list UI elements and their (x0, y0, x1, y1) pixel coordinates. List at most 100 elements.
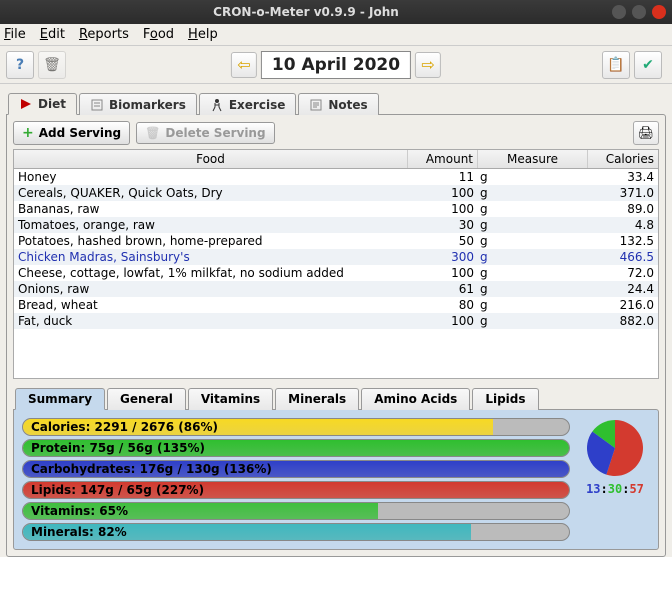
cell-measure: g (478, 201, 588, 217)
subtab-minerals[interactable]: Minerals (275, 388, 359, 410)
summary-tabs: SummaryGeneralVitaminsMineralsAmino Acid… (15, 387, 659, 409)
summary-bar: Calories: 2291 / 2676 (86%) (22, 418, 570, 436)
cell-calories: 4.8 (588, 217, 658, 233)
prev-day-button[interactable]: ⇦ (231, 52, 257, 78)
summary-sidebar: 13:30:57 (580, 418, 650, 541)
action-bar: + Add Serving 🗑 Delete Serving 🖨 (13, 121, 659, 145)
menu-reports[interactable]: Reports (79, 27, 129, 42)
cell-measure: g (478, 233, 588, 249)
help-button[interactable]: ? (6, 51, 34, 79)
subtab-vitamins[interactable]: Vitamins (188, 388, 273, 410)
table-row[interactable]: Cereals, QUAKER, Quick Oats, Dry100g371.… (14, 185, 658, 201)
cell-measure: g (478, 217, 588, 233)
cell-calories: 216.0 (588, 297, 658, 313)
th-measure[interactable]: Measure (478, 150, 588, 168)
summary-bar: Vitamins: 65% (22, 502, 570, 520)
diet-icon (19, 97, 33, 111)
subtab-general[interactable]: General (107, 388, 186, 410)
cell-food: Chicken Madras, Sainsbury's (14, 249, 408, 265)
subtab-summary[interactable]: Summary (15, 388, 105, 410)
th-food[interactable]: Food (14, 150, 408, 168)
tab-biomarkers[interactable]: Biomarkers (79, 93, 197, 115)
bar-label: Protein: 75g / 56g (135%) (31, 441, 205, 455)
cell-food: Bread, wheat (14, 297, 408, 313)
tab-label: Notes (328, 98, 367, 112)
cell-calories: 89.0 (588, 201, 658, 217)
macro-pie-icon (585, 418, 645, 478)
menubar: File Edit Reports Food Help (0, 24, 672, 46)
table-row[interactable]: Tomatoes, orange, raw30g4.8 (14, 217, 658, 233)
table-row[interactable]: Bananas, raw100g89.0 (14, 201, 658, 217)
notes-icon (309, 98, 323, 112)
cell-amount: 11 (408, 169, 478, 185)
table-row[interactable]: Potatoes, hashed brown, home-prepared50g… (14, 233, 658, 249)
cell-food: Cheese, cottage, lowfat, 1% milkfat, no … (14, 265, 408, 281)
th-calories[interactable]: Calories (588, 150, 658, 168)
delete-icon: 🗑 (145, 126, 160, 140)
menu-file[interactable]: File (4, 27, 26, 42)
tab-exercise[interactable]: Exercise (199, 93, 297, 115)
table-header: Food Amount Measure Calories (14, 150, 658, 169)
exercise-icon (210, 98, 224, 112)
bar-label: Minerals: 82% (31, 525, 127, 539)
trash-icon: 🗑 (43, 57, 61, 73)
cell-food: Cereals, QUAKER, Quick Oats, Dry (14, 185, 408, 201)
cell-calories: 24.4 (588, 281, 658, 297)
cell-measure: g (478, 169, 588, 185)
cell-calories: 466.5 (588, 249, 658, 265)
biomarkers-icon (90, 98, 104, 112)
menu-food[interactable]: Food (143, 27, 174, 42)
cell-food: Honey (14, 169, 408, 185)
date-display[interactable]: 10 April 2020 (261, 51, 411, 79)
cell-calories: 371.0 (588, 185, 658, 201)
trash-button[interactable]: 🗑 (38, 51, 66, 79)
bar-label: Vitamins: 65% (31, 504, 128, 518)
subtab-amino-acids[interactable]: Amino Acids (361, 388, 470, 410)
cell-amount: 100 (408, 185, 478, 201)
next-day-button[interactable]: ⇨ (415, 52, 441, 78)
cell-amount: 100 (408, 265, 478, 281)
table-row[interactable]: Fat, duck100g882.0 (14, 313, 658, 329)
cell-food: Onions, raw (14, 281, 408, 297)
check-icon: ✔ (642, 57, 654, 73)
cell-measure: g (478, 249, 588, 265)
tab-diet[interactable]: Diet (8, 93, 77, 115)
tab-notes[interactable]: Notes (298, 93, 378, 115)
menu-edit[interactable]: Edit (40, 27, 65, 42)
cell-amount: 100 (408, 313, 478, 329)
delete-serving-button[interactable]: 🗑 Delete Serving (136, 122, 274, 144)
table-row[interactable]: Honey11g33.4 (14, 169, 658, 185)
toolbar: ? 🗑 ⇦ 10 April 2020 ⇨ 📋 ✔ (0, 46, 672, 84)
settings-button[interactable]: ✔ (634, 51, 662, 79)
close-icon[interactable] (652, 5, 666, 19)
table-row[interactable]: Cheese, cottage, lowfat, 1% milkfat, no … (14, 265, 658, 281)
bar-label: Lipids: 147g / 65g (227%) (31, 483, 204, 497)
tab-label: Biomarkers (109, 98, 186, 112)
arrow-left-icon: ⇦ (237, 55, 250, 74)
menu-help[interactable]: Help (188, 27, 218, 42)
subtab-lipids[interactable]: Lipids (472, 388, 538, 410)
summary-bar: Minerals: 82% (22, 523, 570, 541)
cell-amount: 30 (408, 217, 478, 233)
date-navigator: ⇦ 10 April 2020 ⇨ (231, 51, 441, 79)
th-amount[interactable]: Amount (408, 150, 478, 168)
copy-icon: 📋 (607, 57, 624, 73)
main-tabs: Diet Biomarkers Exercise Notes (8, 92, 666, 114)
copy-button[interactable]: 📋 (602, 51, 630, 79)
maximize-icon[interactable] (632, 5, 646, 19)
table-row[interactable]: Onions, raw61g24.4 (14, 281, 658, 297)
cell-food: Potatoes, hashed brown, home-prepared (14, 233, 408, 249)
add-serving-button[interactable]: + Add Serving (13, 121, 130, 145)
delete-serving-label: Delete Serving (165, 126, 265, 140)
table-row[interactable]: Bread, wheat80g216.0 (14, 297, 658, 313)
table-row[interactable]: Chicken Madras, Sainsbury's300g466.5 (14, 249, 658, 265)
plus-icon: + (22, 125, 34, 141)
cell-calories: 72.0 (588, 265, 658, 281)
cell-amount: 300 (408, 249, 478, 265)
cell-amount: 50 (408, 233, 478, 249)
summary-bars: Calories: 2291 / 2676 (86%) Protein: 75g … (22, 418, 570, 541)
print-button[interactable]: 🖨 (633, 121, 659, 145)
cell-measure: g (478, 297, 588, 313)
cell-amount: 61 (408, 281, 478, 297)
minimize-icon[interactable] (612, 5, 626, 19)
